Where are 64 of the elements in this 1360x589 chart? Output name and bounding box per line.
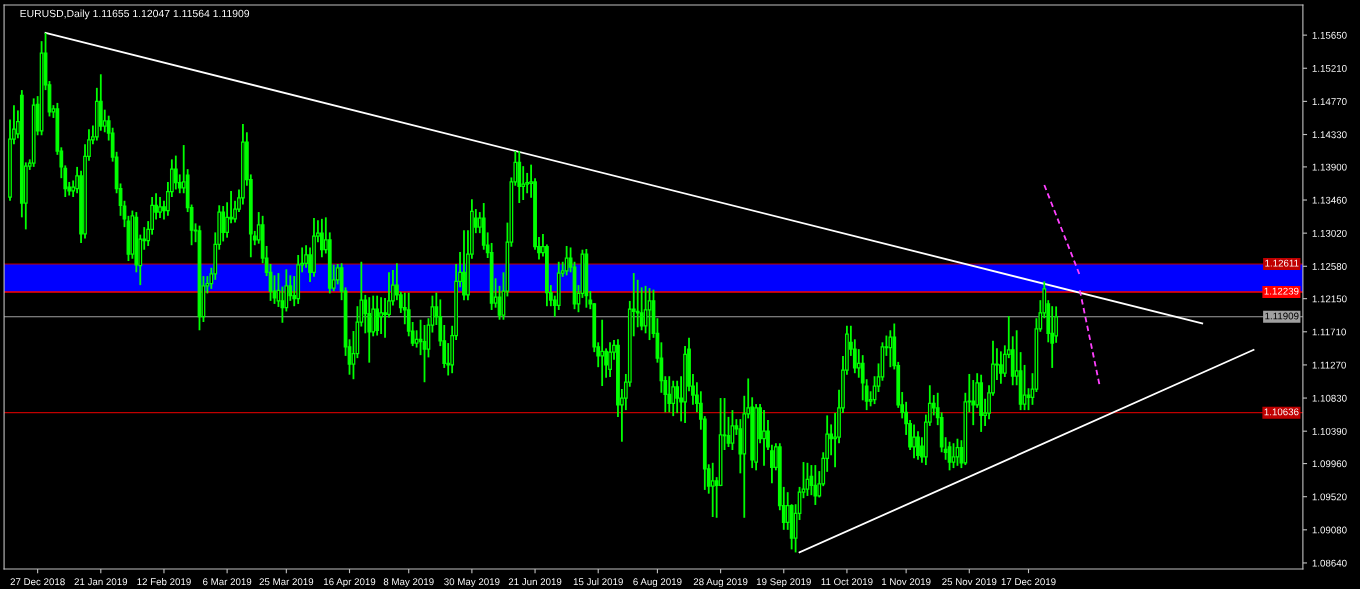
candlestick: [912, 423, 916, 460]
candlestick: [462, 229, 466, 302]
x-tick-label: 12 Feb 2019: [137, 578, 191, 586]
candlestick: [762, 409, 766, 467]
y-tick-label: 1.15210: [1312, 64, 1347, 72]
x-tick-label: 21 Jun 2019: [508, 578, 562, 586]
y-tick-label: 1.14330: [1312, 131, 1347, 139]
ref-line-label: 1.12611: [1265, 259, 1299, 267]
y-tick-label: 1.09960: [1312, 460, 1347, 468]
x-tick-label: 6 Aug 2019: [633, 578, 682, 588]
x-tick-label: 8 May 2019: [383, 578, 434, 588]
y-tick-label: 1.08640: [1312, 559, 1347, 567]
candlestick: [564, 245, 569, 277]
candlestick: [304, 244, 308, 269]
candlestick: [710, 461, 715, 518]
x-tick-label: 27 Dec 2018: [10, 578, 65, 586]
x-tick-label: 25 Nov 2019: [942, 578, 997, 586]
y-tick-label: 1.09520: [1312, 493, 1347, 501]
y-tick-label: 1.09080: [1312, 526, 1347, 534]
x-tick-label: 15 Jul 2019: [573, 578, 623, 586]
x-tick-label: 16 Apr 2019: [324, 578, 376, 588]
candlestick: [521, 165, 526, 201]
ref-line-label: 1.11909: [1265, 312, 1299, 320]
candlestick: [272, 274, 277, 305]
y-tick-label: 1.13020: [1312, 229, 1347, 237]
candlestick: [998, 350, 1003, 385]
candlestick: [667, 375, 672, 414]
candlestick: [383, 297, 387, 339]
candlestick: [367, 296, 372, 364]
chart-title: EURUSD,Daily 1.11655 1.12047 1.11564 1.11909: [20, 9, 250, 20]
y-tick-label: 1.12150: [1312, 295, 1347, 303]
y-tick-label: 1.11270: [1312, 361, 1346, 369]
y-tick-label: 1.13900: [1312, 163, 1347, 171]
y-tick-label: 1.11710: [1312, 328, 1346, 336]
y-tick-label: 1.14770: [1312, 98, 1347, 105]
candlestick: [319, 217, 324, 259]
x-tick-label: 25 Mar 2019: [259, 578, 314, 586]
candlestick: [173, 154, 178, 191]
y-tick-label: 1.15650: [1312, 31, 1347, 39]
x-tick-label: 19 Sep 2019: [756, 578, 811, 588]
candlestick: [813, 464, 818, 506]
ref-line-label: 1.12239: [1264, 287, 1299, 295]
x-tick-label: 17 Dec 2019: [1001, 578, 1056, 586]
y-tick-label: 1.12580: [1312, 263, 1347, 270]
x-tick-label: 1 Nov 2019: [882, 578, 931, 586]
y-tick-label: 1.13460: [1312, 196, 1347, 204]
ref-line-label: 1.10636: [1264, 408, 1299, 416]
x-tick-label: 6 Mar 2019: [203, 578, 252, 586]
candlestick: [888, 329, 893, 369]
x-tick-label: 28 Aug 2019: [693, 578, 748, 588]
x-tick-label: 21 Jan 2019: [74, 578, 128, 586]
candlestick: [608, 341, 612, 378]
candlestick: [600, 318, 605, 387]
y-tick-label: 1.10390: [1312, 427, 1347, 435]
candlestick: [221, 205, 226, 243]
candlestick: [1026, 387, 1031, 412]
x-tick-label: 30 May 2019: [444, 578, 500, 588]
y-tick-label: 1.10830: [1312, 394, 1347, 402]
candlestick: [158, 196, 162, 219]
candlestick: [379, 296, 383, 335]
candlestick: [951, 442, 956, 469]
candlestick: [375, 294, 380, 337]
x-tick-label: 11 Oct 2019: [821, 578, 873, 586]
candlestick: [671, 379, 676, 418]
